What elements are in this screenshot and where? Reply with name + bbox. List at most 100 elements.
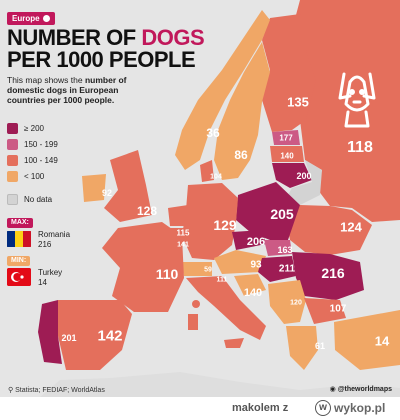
map-card: 36 86 135 118 177 140 200 104 92 128 115… bbox=[0, 0, 400, 397]
subtitle-b: number of domestic dogs in European coun… bbox=[7, 75, 127, 105]
spain-region bbox=[58, 300, 132, 370]
legend-swatch bbox=[7, 155, 18, 166]
value-czechia: 206 bbox=[246, 236, 266, 248]
max-value: 216 bbox=[38, 240, 52, 249]
globe-icon bbox=[42, 15, 50, 22]
value-russia: 118 bbox=[347, 139, 373, 156]
sardinia-island bbox=[188, 314, 198, 330]
footer-username[interactable]: makolem bbox=[232, 402, 280, 414]
legend-label: < 100 bbox=[24, 172, 45, 181]
value-norway: 36 bbox=[206, 126, 220, 140]
value-germany: 129 bbox=[213, 217, 237, 233]
austria-region bbox=[214, 250, 266, 274]
hungary-region bbox=[258, 256, 296, 282]
lithuania-region bbox=[272, 163, 312, 188]
value-belgium: 141 bbox=[177, 241, 189, 249]
bulgaria-region bbox=[304, 298, 346, 324]
legend-label: No data bbox=[24, 195, 53, 204]
handle: ◉ @theworldmaps bbox=[330, 385, 392, 393]
handle-text: @theworldmaps bbox=[337, 386, 392, 393]
legend-no-data: No data bbox=[7, 194, 52, 205]
value-poland: 205 bbox=[270, 206, 294, 222]
czechia-region bbox=[232, 230, 266, 250]
page-title: NUMBER OF DOGS PER 1000 PEOPLE bbox=[7, 25, 205, 72]
poland-region bbox=[236, 182, 300, 240]
title-line1-highlight: DOGS bbox=[141, 25, 205, 50]
legend-label: ≥ 200 bbox=[24, 124, 44, 133]
instagram-icon: ◉ bbox=[329, 386, 336, 393]
source-note: ⚲ Statista; FEDIAF; WorldAtlas bbox=[8, 386, 105, 394]
footer-bar: makolem z w wykop.pl bbox=[0, 397, 400, 420]
value-greece: 61 bbox=[314, 341, 326, 351]
value-slovenia: 111 bbox=[216, 276, 228, 284]
value-sweden: 86 bbox=[234, 148, 248, 162]
russia-region bbox=[292, 0, 400, 222]
region-badge-label: Europe bbox=[12, 14, 40, 23]
romania-flag-icon bbox=[7, 230, 31, 248]
estonia-region bbox=[272, 130, 300, 145]
footer-site[interactable]: wykop.pl bbox=[334, 401, 386, 415]
value-netherlands: 115 bbox=[176, 228, 190, 238]
legend-item: ≥ 200 bbox=[7, 122, 58, 135]
france-region bbox=[102, 222, 184, 312]
footer-user[interactable]: makolem z bbox=[232, 402, 288, 414]
africa-shore bbox=[40, 372, 400, 397]
legend-item: < 100 bbox=[7, 170, 58, 183]
romania-region bbox=[292, 252, 364, 300]
sicily-island bbox=[224, 338, 244, 348]
footer-from: z bbox=[282, 402, 289, 414]
value-romania: 216 bbox=[321, 265, 345, 281]
value-belarus: 124 bbox=[340, 219, 362, 235]
slovakia-region bbox=[264, 240, 292, 256]
search-icon: ⚲ bbox=[8, 387, 14, 394]
value-slovakia: 163 bbox=[277, 245, 293, 255]
germany-region bbox=[182, 183, 238, 260]
value-ireland: 92 bbox=[101, 188, 113, 198]
source-text: Statista; FEDIAF; WorldAtlas bbox=[15, 387, 105, 394]
max-country: Romania bbox=[38, 230, 71, 239]
greece-region bbox=[286, 326, 318, 370]
wykop-logo-icon[interactable]: w bbox=[315, 400, 331, 416]
value-finland: 135 bbox=[287, 94, 309, 110]
belarus-region bbox=[285, 160, 322, 205]
value-portugal: 201 bbox=[61, 333, 77, 343]
value-italy: 140 bbox=[243, 287, 263, 299]
serbia-region bbox=[268, 280, 306, 324]
value-serbia: 120 bbox=[290, 299, 302, 307]
uk-region bbox=[104, 150, 152, 222]
title-line1-a: NUMBER OF bbox=[7, 25, 142, 50]
value-hungary: 211 bbox=[278, 263, 296, 275]
legend-label: 150 - 199 bbox=[24, 140, 58, 149]
subtitle: This map shows the number of domestic do… bbox=[7, 75, 157, 105]
legend-swatch bbox=[7, 139, 18, 150]
corsica-island bbox=[192, 300, 200, 308]
latvia-region bbox=[270, 146, 304, 162]
value-denmark: 104 bbox=[210, 173, 222, 181]
sweden-region bbox=[214, 42, 270, 180]
legend: ≥ 200 150 - 199 100 - 149 < 100 bbox=[7, 122, 58, 186]
value-austria: 93 bbox=[250, 259, 262, 271]
ireland-region bbox=[82, 174, 106, 202]
legend-item: 100 - 149 bbox=[7, 154, 58, 167]
legend-swatch bbox=[7, 171, 18, 182]
legend-item: 150 - 199 bbox=[7, 138, 58, 151]
max-tag: MAX: bbox=[7, 218, 33, 228]
netherlands-region bbox=[168, 205, 188, 226]
min-country: Turkey bbox=[38, 268, 63, 277]
italy-region bbox=[186, 276, 266, 340]
finland-region bbox=[262, 14, 316, 132]
switzerland-region bbox=[182, 262, 212, 276]
title-line2: PER 1000 PEOPLE bbox=[7, 47, 196, 72]
turkey-region bbox=[334, 310, 400, 370]
europe-map bbox=[38, 0, 400, 397]
ukraine-region bbox=[285, 205, 372, 255]
legend-swatch bbox=[7, 123, 18, 134]
legend-swatch bbox=[7, 194, 18, 205]
denmark-region bbox=[200, 160, 214, 182]
value-latvia: 140 bbox=[280, 151, 294, 161]
min-value: 14 bbox=[38, 278, 47, 287]
value-estonia: 177 bbox=[279, 133, 293, 143]
value-turkey: 14 bbox=[374, 333, 390, 349]
slovenia-region bbox=[234, 274, 266, 296]
value-lithuania: 200 bbox=[296, 171, 312, 181]
